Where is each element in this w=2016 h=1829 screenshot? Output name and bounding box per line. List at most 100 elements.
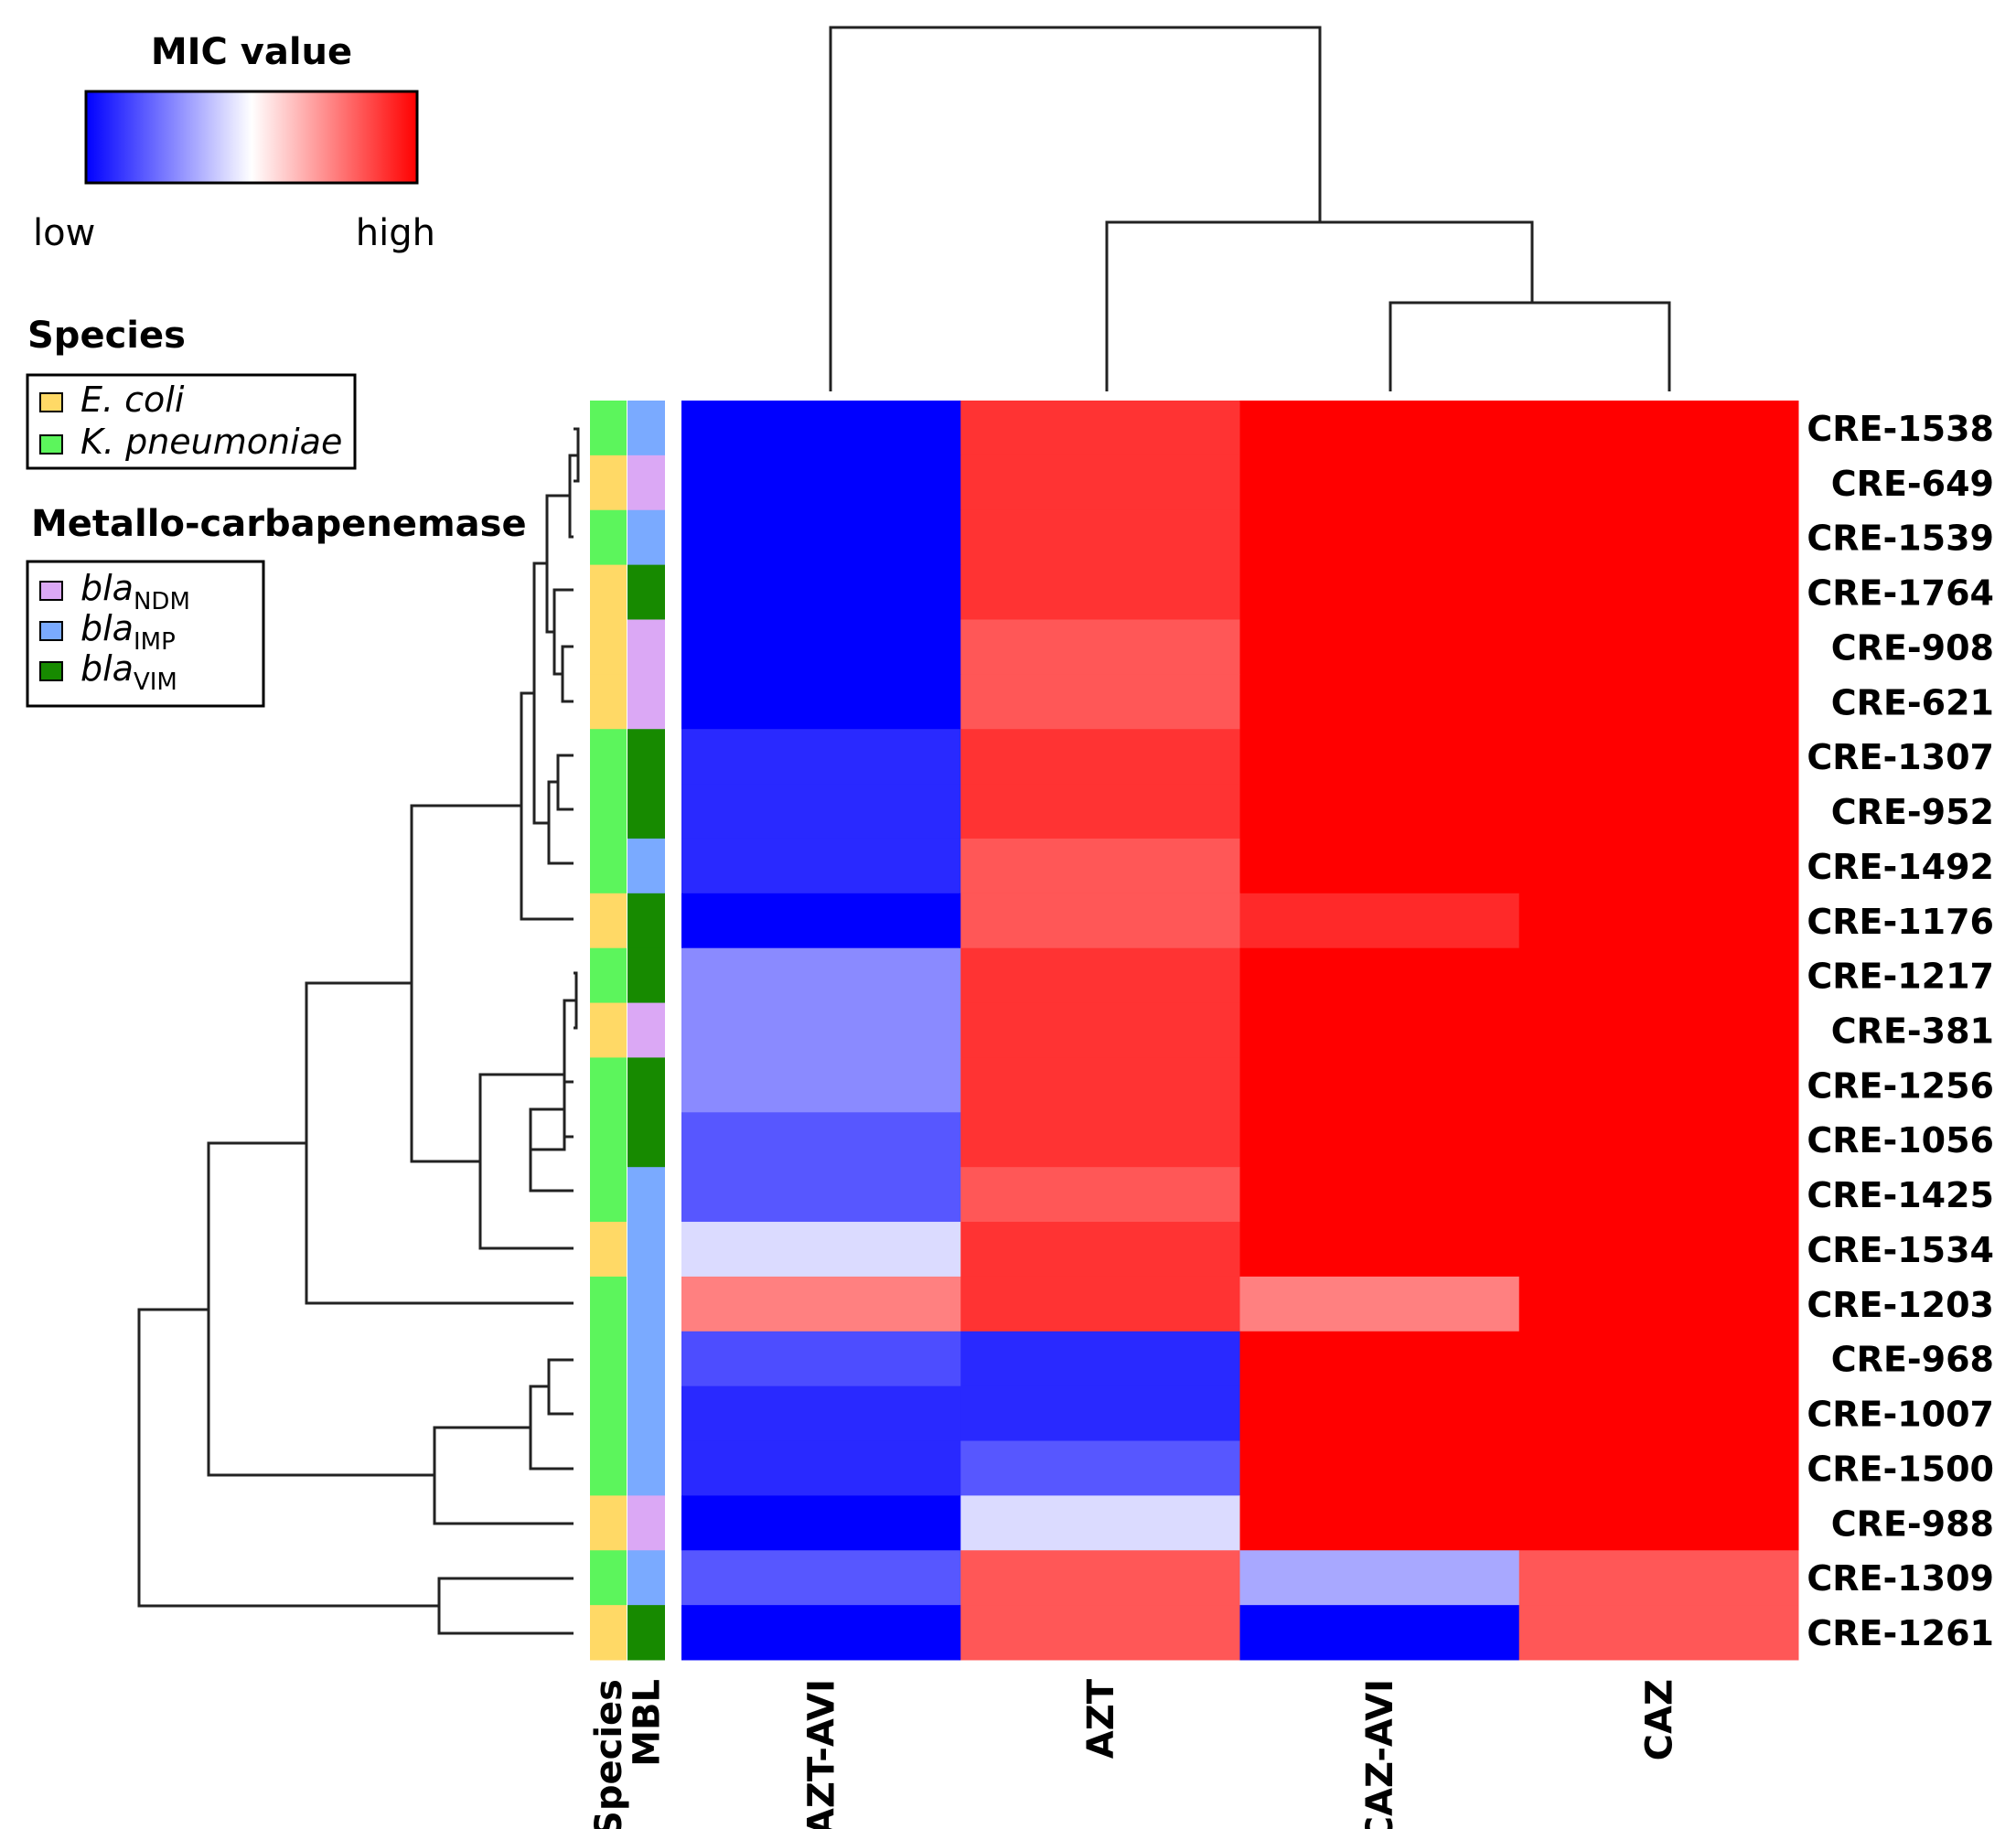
row-label: CRE-1538 [1807,409,1994,449]
mbl-annotation-cell [627,1112,665,1168]
heatmap-cell [1518,674,1799,730]
heatmap-cell [1239,619,1520,675]
heatmap-cell [681,947,961,1004]
heatmap-cell [1239,784,1520,840]
mbl-annotation-cell [627,509,665,566]
row-label: CRE-968 [1831,1340,1994,1380]
heatmap-cell [1239,1550,1520,1606]
heatmap-cell [681,564,961,620]
heatmap-cell [681,1222,961,1278]
row-label: CRE-1425 [1807,1175,1994,1215]
species-annotation-cell [590,1002,627,1058]
heatmap-cell [681,838,961,894]
heatmap-cell [1239,1440,1520,1496]
heatmap-cell [1239,401,1520,456]
heatmap-cell [960,674,1240,730]
heatmap-cell [681,729,961,785]
heatmap-cell [1239,1112,1520,1168]
heatmap-cell [1239,1167,1520,1223]
heatmap-cell [1518,455,1799,511]
mbl-annotation-cell [627,729,665,785]
species-legend-swatch [39,392,63,412]
species-annotation-cell [590,1222,627,1278]
heatmap-cell [1518,564,1799,620]
heatmap-cell [960,1112,1240,1168]
row-label: CRE-988 [1831,1503,1994,1544]
mbl-annotation-cell [627,1495,665,1551]
mbl-annotation-cell [627,1385,665,1442]
mbl-legend-swatch [39,621,63,641]
row-dendro-1492-join [547,780,574,865]
row-label: CRE-381 [1831,1011,1994,1052]
row-label: CRE-1256 [1807,1065,1994,1106]
species-annotation-cell [590,893,627,949]
col-dendro-root [829,26,1322,391]
heatmap-cell [681,401,961,456]
heatmap-cell [1518,1167,1799,1223]
mbl-legend-box [26,560,265,708]
mbl-annotation-cell [627,893,665,949]
row-label: CRE-1539 [1807,519,1994,559]
species-annotation-cell [590,1495,627,1551]
species-legend-label: K. pneumoniae [80,422,342,462]
heatmap-cell [1518,401,1799,456]
heatmap-cell [681,1057,961,1113]
mbl-annotation-cell [627,1550,665,1606]
heatmap-cell [681,674,961,730]
heatmap-cell [960,1385,1240,1442]
heatmap-cell [960,729,1240,785]
column-labels: AZT-AVI AZT CAZ-AVI CAZ [801,1678,1681,1829]
mbl-legend-label: blaVIM [80,648,177,696]
heatmap-cell [1518,1495,1799,1551]
mbl-legend-swatch [39,661,63,681]
heatmap-cell [681,1112,961,1168]
row-dendrogram [137,427,580,1635]
heatmap-cell [960,784,1240,840]
heatmap-cell [960,401,1240,456]
heatmap-cell [681,893,961,949]
species-annotation-cell [590,1550,627,1606]
row-label: CRE-1217 [1807,957,1994,997]
species-annotation-cell [590,674,627,730]
heatmap-cell [681,784,961,840]
heatmap-cell [1239,1605,1520,1661]
heatmap-cell [1518,1440,1799,1496]
heatmap-cell [960,893,1240,949]
mbl-legend-label: blaIMP [80,608,176,656]
heatmap-cell [681,509,961,566]
heatmap-cell [960,1222,1240,1278]
heatmap-cell [681,1495,961,1551]
heatmap-cell [960,509,1240,566]
annotation-column-label: MBL [627,1679,669,1767]
heatmap-cell [960,455,1240,511]
scale-title: MIC value [151,31,352,73]
row-dendro-1203-join [305,981,574,1305]
column-label: CAZ-AVI [1359,1679,1401,1829]
heatmap-cell [960,838,1240,894]
scale-high-label: high [356,212,435,254]
species-annotation-cell [590,1167,627,1223]
mbl-annotation-cell [627,1222,665,1278]
heatmap-cell [1518,619,1799,675]
row-dendro-968-1007 [547,1358,574,1416]
species-annotation-cell [590,947,627,1004]
heatmap-cell [1518,729,1799,785]
mbl-legend-title: Metallo-carbapenemase [31,503,527,545]
mbl-annotation-cell [627,1276,665,1332]
mbl-annotation-cell [627,619,665,675]
scale-low-label: low [33,212,95,254]
mbl-annotation-cell [627,674,665,730]
heatmap-cell [681,1002,961,1058]
row-dendro-root [137,1308,439,1608]
row-dendro-upper-merge [410,804,521,1163]
annotation-bars [590,401,665,1661]
species-annotation-cell [590,619,627,675]
species-annotation-cell [590,1440,627,1496]
scale-gradient-bar [84,90,419,185]
row-dendro-mid-merge [207,1141,434,1477]
heatmap-cell [960,1331,1240,1387]
